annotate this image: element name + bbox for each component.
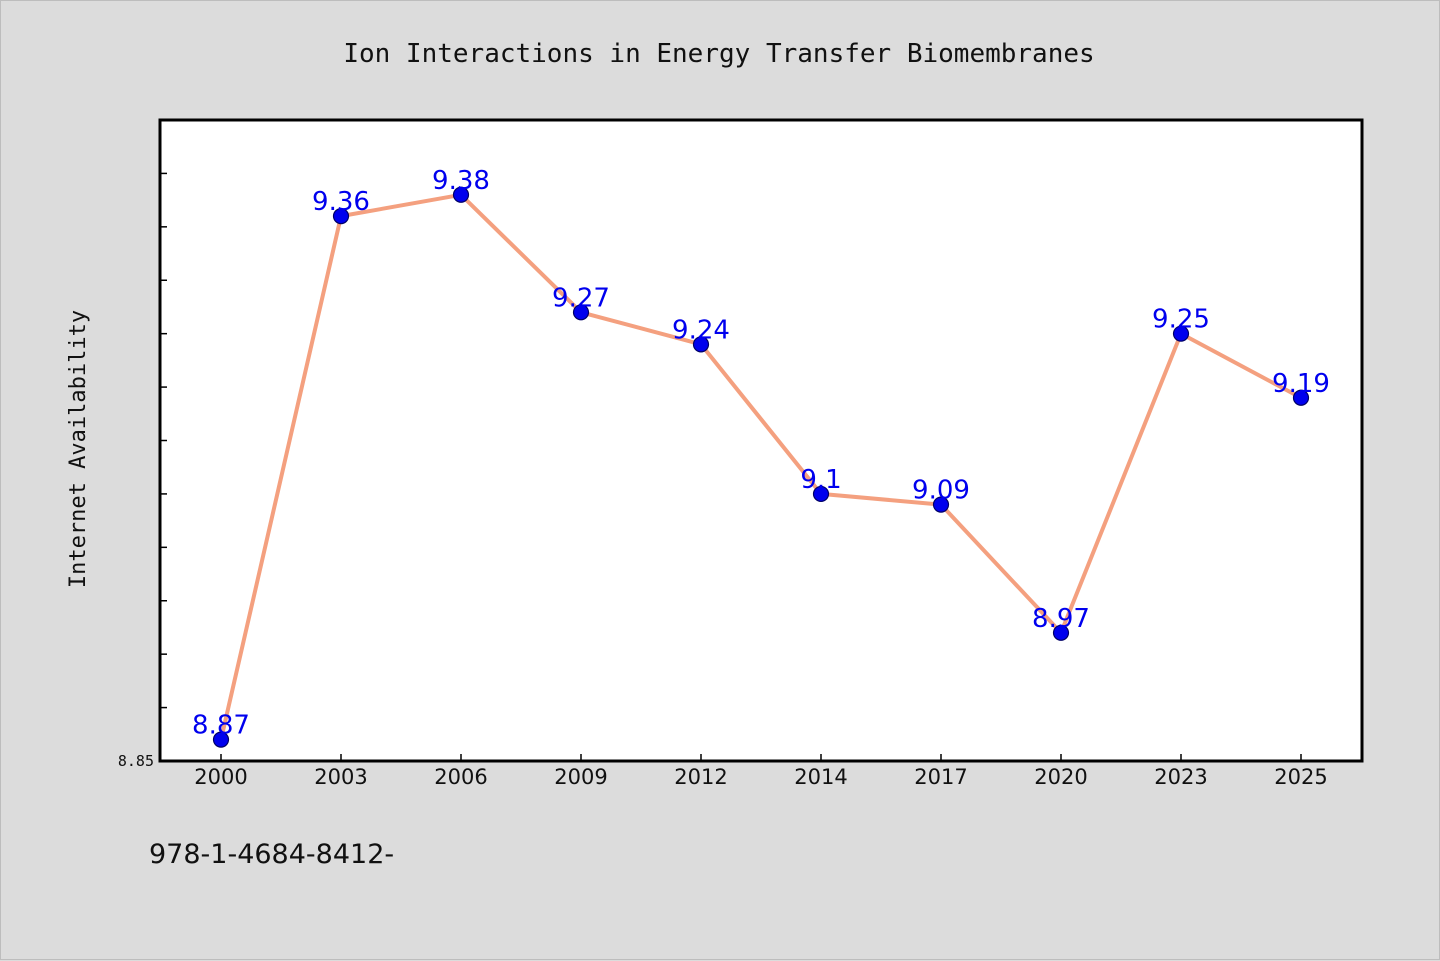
footer-isbn-text: 978-1-4684-8412- [149, 839, 394, 870]
data-label: 9.24 [672, 315, 730, 345]
y-axis-ticks: 8.85 [118, 119, 167, 770]
x-tick-label: 2014 [794, 765, 847, 789]
data-labels: 8.87 9.36 9.38 9.27 9.24 9.1 9.09 8.97 9.25 9.19 [192, 166, 1330, 741]
data-point [1052, 624, 1070, 641]
x-tick-label: 2017 [914, 765, 967, 789]
series-layer [212, 186, 1310, 748]
x-tick-label: 2025 [1274, 765, 1327, 789]
data-point [1172, 325, 1190, 342]
data-label: 9.09 [912, 476, 970, 506]
data-label: 9.36 [312, 187, 370, 217]
data-point [932, 496, 950, 513]
x-axis-ticks: 2000 2003 2006 2009 2012 2014 2017 2020 2023 2025 [194, 754, 1328, 789]
data-label: 9.19 [1272, 369, 1330, 399]
chart-title: Ion Interactions in Energy Transfer Biom… [343, 39, 1094, 69]
x-tick-label: 2006 [434, 765, 487, 789]
x-tick-label: 2020 [1034, 765, 1087, 789]
data-label: 9.1 [800, 465, 841, 495]
data-point [812, 485, 830, 503]
data-label: 8.87 [192, 711, 250, 741]
x-tick-label: 2000 [194, 765, 247, 789]
plot-area [158, 118, 1364, 763]
data-label: 8.97 [1032, 604, 1090, 634]
data-point [1292, 389, 1310, 406]
data-point [212, 731, 230, 748]
data-point [692, 336, 710, 353]
data-point [332, 208, 350, 225]
data-label: 9.27 [552, 283, 610, 313]
x-tick-label: 2023 [1154, 765, 1207, 789]
x-tick-label: 2012 [674, 765, 727, 789]
y-axis-label: Internet Availability [66, 310, 91, 588]
x-tick-label: 2009 [554, 765, 607, 789]
data-label: 9.25 [1152, 305, 1210, 335]
x-tick-label: 2003 [314, 765, 367, 789]
data-label: 9.38 [432, 166, 490, 196]
data-point [572, 304, 590, 321]
data-point [452, 186, 470, 203]
y-tick-label: 8.85 [118, 752, 154, 770]
series-line [219, 192, 1303, 742]
